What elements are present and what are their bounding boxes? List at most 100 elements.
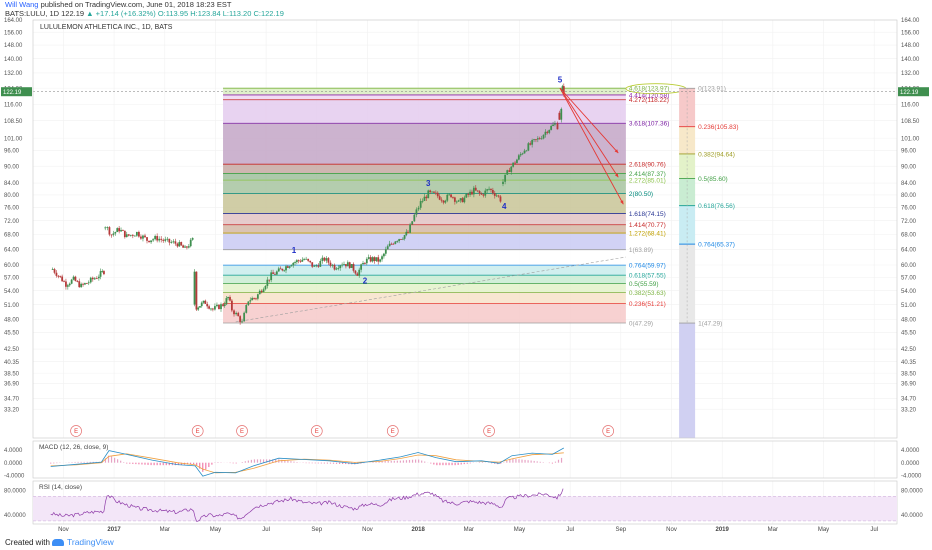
y-tick-left: 76.00 [4,206,20,212]
candle-down [168,238,171,243]
fib-ext-label: 0.382(53.63) [629,290,666,297]
y-tick-right: 132.00 [901,71,920,77]
candle-up [337,268,340,269]
fib-ext-label: 1(63.89) [629,247,653,254]
projection-arrow[interactable] [559,87,619,178]
earnings-marker[interactable] [191,425,204,437]
candle-up [142,235,144,239]
x-tick: Jul [870,527,878,533]
candle-up [398,239,401,242]
candle-up [343,264,345,265]
candle-down [95,278,98,280]
y-tick-left: 108.50 [4,119,23,125]
candle-down [118,228,121,232]
y-tick-left: 64.00 [4,247,20,253]
earnings-marker[interactable] [386,425,399,437]
fib-retracement[interactable]: 0(123.91) 0.236(105.83) 0.382(94.64) 0.5(85… [679,86,739,438]
macd-tick-left: 4.0000 [4,448,23,454]
y-tick-right: 140.00 [901,57,920,63]
trend-line[interactable] [235,256,626,323]
candle-up [465,193,468,198]
candle-up [550,125,553,130]
candle-down [78,281,81,288]
earnings-marker[interactable] [602,425,615,437]
candle-up [419,201,422,208]
projection-arrow[interactable] [559,87,619,154]
candle-up [80,283,83,288]
candle-up [525,150,528,152]
x-tick: Mar [160,527,170,533]
projection-arrow[interactable] [559,87,624,205]
candle-up [360,264,363,270]
candle-up [170,242,173,243]
candle-down [508,170,511,172]
candle-up [561,86,564,91]
fib-ext-zone [223,94,626,100]
candle-down [239,316,242,323]
tradingview-brand[interactable]: TradingView [52,537,114,547]
candle-up [502,181,504,185]
fib-ext-zone [223,99,626,124]
candle-down [434,192,437,194]
fib-ext-zone [223,173,626,181]
y-tick-left: 60.00 [4,263,20,269]
earnings-marker[interactable] [70,425,82,437]
candle-up [152,239,154,241]
rsi-band [33,496,897,521]
candle-up [223,304,226,306]
candle-up [114,232,117,234]
rsi-pane[interactable]: RSI (14, close) 80.0000 80.0000 40.0000 40.0… [4,484,923,522]
candle-up [295,260,298,263]
macd-signal-line [50,452,564,474]
candle-down [490,188,492,190]
author-link[interactable]: Will Wang [5,0,39,9]
fib-ext-label: 2.618(90.76) [629,162,666,169]
last-price-text-left: 122.19 [3,90,22,96]
macd-pane[interactable]: MACD (12, 26, close, 9) 4.0000 4.0000 0.000… [4,444,922,480]
wave-label: 1 [292,246,297,255]
candle-down [442,200,445,203]
x-tick: 2017 [107,527,121,533]
candle-down [260,290,263,293]
earnings-marker[interactable] [236,425,248,437]
candle-down [373,257,376,262]
candle-down [74,276,77,281]
candle-down [253,298,255,299]
candle-up [325,258,328,261]
drawings[interactable]: 1 2 3 4 5 E E E E E E E [33,75,897,437]
candle-up [533,139,535,141]
candle-up [512,162,515,167]
earnings-marker-label: E [196,429,200,435]
wave-label: 5 [558,75,563,84]
earnings-marker-label: E [315,429,319,435]
candle-down [345,264,347,267]
candle-up [367,257,370,259]
fib-ext-zone [223,283,626,293]
candle-down [138,231,140,237]
candle-up [70,279,73,284]
y-tick-left: 72.00 [4,219,20,225]
candle-up [247,301,250,305]
candle-up [396,241,399,242]
candle-down [230,300,233,311]
candle-down [286,266,289,268]
x-tick: Sep [311,527,322,533]
candle-up [362,262,364,265]
candle-up [104,227,107,229]
fib-ret-label: 0.5(85.60) [698,176,728,183]
earnings-marker[interactable] [483,425,495,437]
candle-up [93,278,96,280]
fib-extension[interactable]: 0(47.29) 0.236(51.21) 0.382(53.63) 0.5(55.5… [223,83,687,328]
y-tick-left: 40.35 [4,360,20,366]
candle-up [554,123,556,125]
fib-ext-label: 0.618(57.55) [629,273,666,280]
symbol-line: BATS:LULU, 1D 122.19 ▲ +17.14 (+16.32%) … [5,9,284,19]
candle-down [186,246,188,248]
projection-arrowhead [614,149,619,154]
x-tick: 2018 [411,527,425,533]
earnings-marker[interactable] [310,425,323,437]
candle-down [450,194,452,198]
candle-up [388,243,391,247]
candle-up [516,159,518,164]
